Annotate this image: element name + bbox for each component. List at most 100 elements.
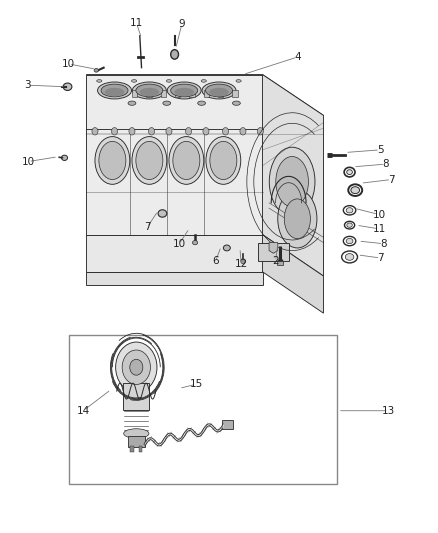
Ellipse shape <box>98 82 131 99</box>
Ellipse shape <box>105 88 124 96</box>
Text: 10: 10 <box>62 59 75 69</box>
Circle shape <box>148 127 155 135</box>
Text: 11: 11 <box>130 18 143 28</box>
Ellipse shape <box>136 141 163 180</box>
Ellipse shape <box>128 101 136 106</box>
Ellipse shape <box>95 136 130 184</box>
Bar <box>69 335 336 484</box>
Ellipse shape <box>198 101 205 106</box>
Ellipse shape <box>269 147 315 216</box>
Ellipse shape <box>131 79 137 82</box>
Circle shape <box>185 127 191 135</box>
Text: 7: 7 <box>377 253 384 263</box>
Ellipse shape <box>61 155 67 160</box>
Ellipse shape <box>124 429 149 438</box>
Ellipse shape <box>122 350 150 384</box>
Polygon shape <box>123 383 149 410</box>
Text: 14: 14 <box>77 406 90 416</box>
Ellipse shape <box>346 208 353 213</box>
Text: 4: 4 <box>294 52 300 62</box>
Circle shape <box>92 127 98 135</box>
Text: 8: 8 <box>380 239 387 249</box>
Bar <box>223 419 233 429</box>
Ellipse shape <box>99 141 126 180</box>
Text: 5: 5 <box>377 145 383 155</box>
Circle shape <box>257 127 263 135</box>
Polygon shape <box>258 243 289 261</box>
Bar <box>146 91 152 97</box>
Text: 10: 10 <box>22 157 35 166</box>
Ellipse shape <box>171 50 179 59</box>
Text: 7: 7 <box>388 174 395 184</box>
Ellipse shape <box>345 254 354 260</box>
Ellipse shape <box>97 79 102 82</box>
Ellipse shape <box>236 79 241 82</box>
Ellipse shape <box>171 84 198 97</box>
Text: 11: 11 <box>373 224 386 234</box>
Polygon shape <box>262 75 323 276</box>
Ellipse shape <box>166 79 172 82</box>
Ellipse shape <box>205 84 233 97</box>
Polygon shape <box>262 235 323 313</box>
Circle shape <box>223 127 229 135</box>
Polygon shape <box>86 235 262 272</box>
Ellipse shape <box>158 210 167 217</box>
Ellipse shape <box>101 84 128 97</box>
Text: 3: 3 <box>24 80 31 90</box>
Ellipse shape <box>346 238 353 244</box>
Text: 12: 12 <box>235 259 248 269</box>
Bar <box>130 446 134 452</box>
Polygon shape <box>86 75 323 115</box>
Bar <box>161 91 166 97</box>
Ellipse shape <box>202 82 236 99</box>
Ellipse shape <box>223 245 230 251</box>
Polygon shape <box>269 243 278 253</box>
Ellipse shape <box>167 82 201 99</box>
Ellipse shape <box>173 141 200 180</box>
Bar <box>277 261 283 265</box>
Ellipse shape <box>206 136 241 184</box>
Ellipse shape <box>132 136 167 184</box>
Ellipse shape <box>210 141 237 180</box>
Circle shape <box>241 259 245 264</box>
Polygon shape <box>86 272 262 285</box>
Ellipse shape <box>163 101 171 106</box>
Ellipse shape <box>347 169 353 174</box>
Ellipse shape <box>233 101 240 106</box>
Bar <box>233 91 238 97</box>
Ellipse shape <box>347 223 352 227</box>
Text: 13: 13 <box>382 406 396 416</box>
Circle shape <box>129 127 135 135</box>
Bar <box>132 91 137 97</box>
Text: 10: 10 <box>173 239 186 249</box>
Ellipse shape <box>63 83 72 91</box>
Ellipse shape <box>351 187 360 193</box>
Text: 15: 15 <box>190 379 203 389</box>
Text: 9: 9 <box>179 19 185 29</box>
Ellipse shape <box>276 157 308 207</box>
Text: 8: 8 <box>382 159 389 169</box>
Ellipse shape <box>192 240 198 245</box>
Ellipse shape <box>130 359 143 375</box>
Ellipse shape <box>132 82 166 99</box>
Bar <box>218 91 223 97</box>
Ellipse shape <box>116 342 157 392</box>
Text: 10: 10 <box>373 209 386 220</box>
Ellipse shape <box>136 84 163 97</box>
Circle shape <box>166 127 172 135</box>
Circle shape <box>112 127 117 135</box>
Text: 6: 6 <box>212 256 219 266</box>
Bar <box>139 446 142 452</box>
Text: 2: 2 <box>272 256 279 266</box>
Ellipse shape <box>278 190 317 248</box>
Bar <box>127 436 145 447</box>
Bar <box>189 91 194 97</box>
Ellipse shape <box>169 136 204 184</box>
Polygon shape <box>86 75 262 235</box>
Ellipse shape <box>140 88 159 96</box>
Bar <box>175 91 180 97</box>
Ellipse shape <box>209 88 229 96</box>
Ellipse shape <box>284 199 311 239</box>
Circle shape <box>240 127 246 135</box>
Text: 7: 7 <box>144 222 151 232</box>
